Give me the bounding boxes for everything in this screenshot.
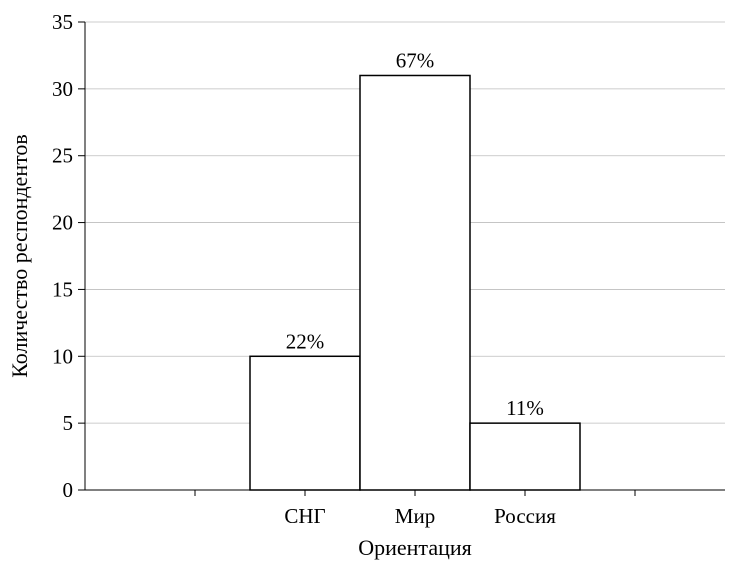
y-tick-label: 5 <box>63 411 74 435</box>
y-tick-label: 20 <box>52 211 73 235</box>
bars <box>249 74 581 491</box>
y-tick-label: 25 <box>52 144 73 168</box>
y-tick-label: 30 <box>52 77 73 101</box>
y-axis-title: Количество респондентов <box>7 134 32 378</box>
y-axis-ticks: 0 5 10 15 20 25 30 35 <box>52 10 85 502</box>
bar-2 <box>359 74 471 491</box>
x-axis-ticks <box>194 490 636 496</box>
y-tick-label: 10 <box>52 344 73 368</box>
category-label: СНГ <box>284 504 325 528</box>
bar-data-label: 11% <box>506 396 544 420</box>
bar-data-label: 22% <box>286 329 325 353</box>
x-axis-title: Ориентация <box>358 535 472 560</box>
y-tick-label: 0 <box>63 478 74 502</box>
data-labels: 22% 67% 11% <box>286 48 544 420</box>
category-labels: СНГ Мир Россия <box>284 504 556 528</box>
bar-data-label: 67% <box>396 48 435 72</box>
y-tick-label: 35 <box>52 10 73 34</box>
category-label: Мир <box>395 504 435 528</box>
category-label: Россия <box>494 504 556 528</box>
bar-3 <box>469 422 581 491</box>
y-tick-label: 15 <box>52 277 73 301</box>
bar-1 <box>249 355 361 491</box>
